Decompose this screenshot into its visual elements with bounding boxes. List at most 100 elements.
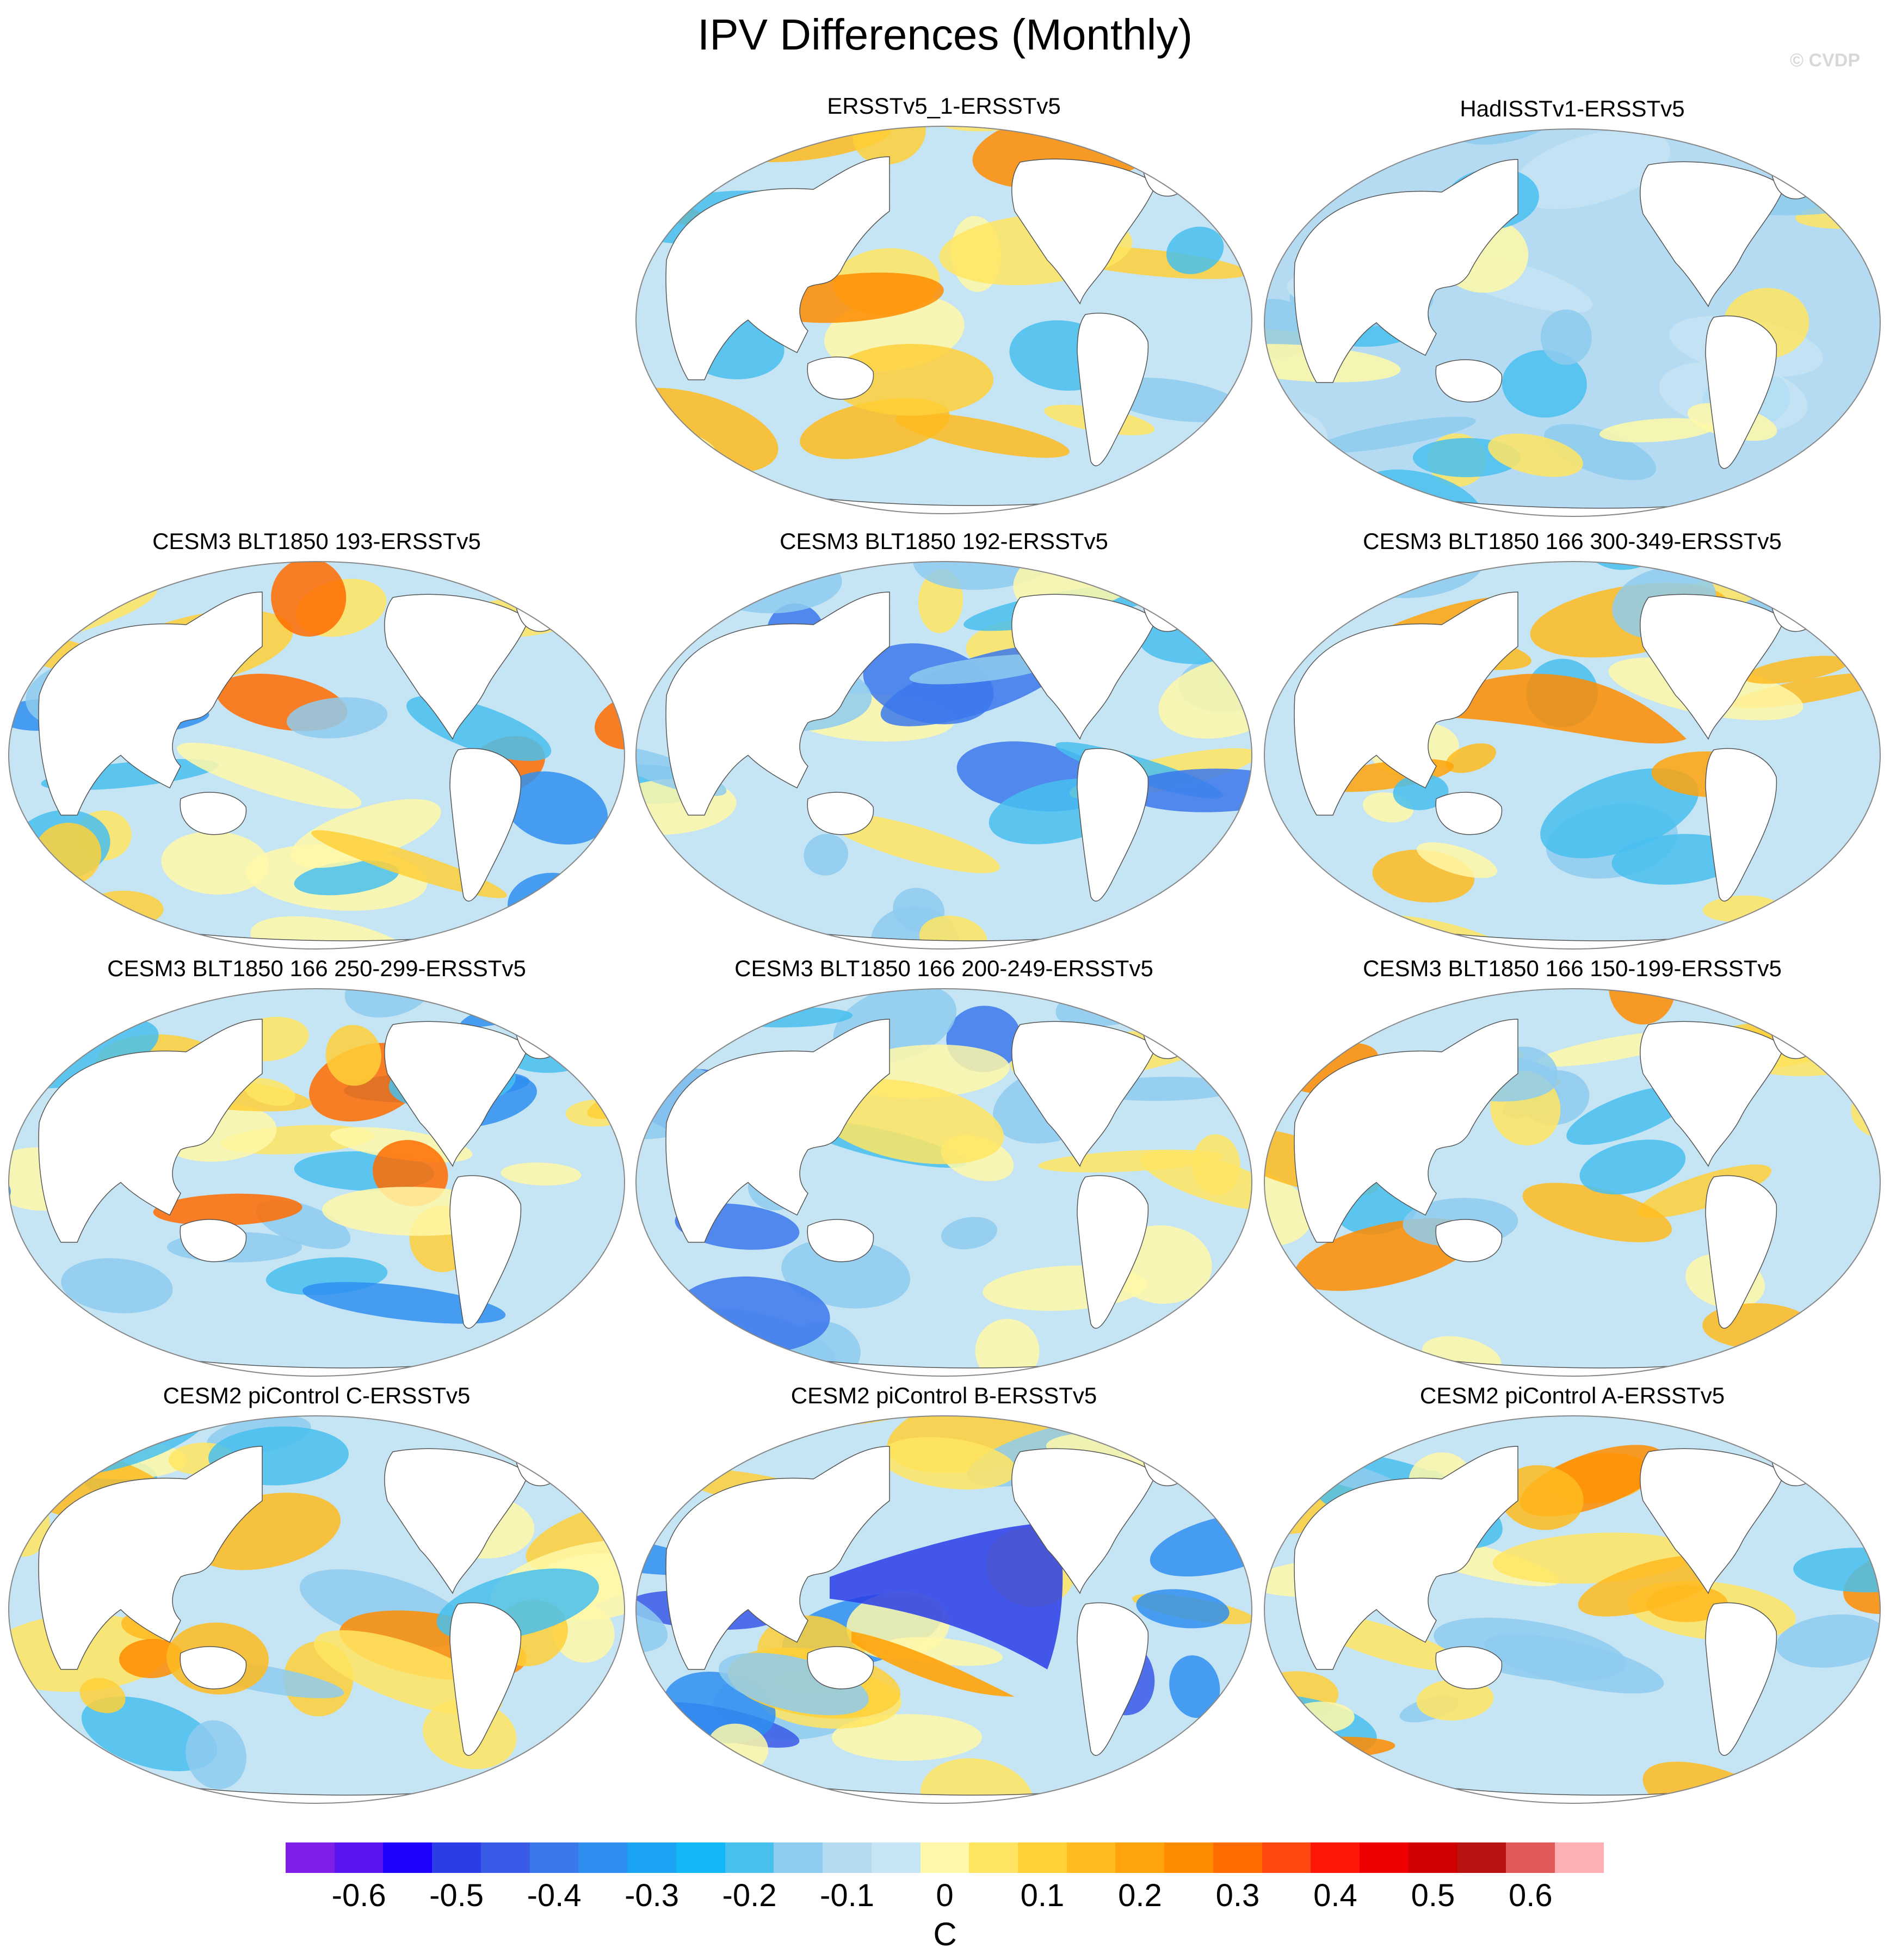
- anomaly-region: [243, 1078, 296, 1106]
- map-plot: [1264, 128, 1881, 517]
- anomaly-region: [1136, 1589, 1230, 1629]
- anomaly-region: [689, 471, 739, 514]
- anomaly-region: [1499, 1465, 1584, 1530]
- landmass: [1077, 1175, 1149, 1329]
- anomaly-region: [450, 938, 604, 949]
- map-panel: CESM3 BLT1850 166 200-249-ERSSTv5: [634, 955, 1254, 1379]
- landmass: [1011, 1021, 1157, 1167]
- colorbar-cell: [920, 1842, 969, 1873]
- map-panel: ERSSTv5_1-ERSSTv5: [634, 93, 1254, 517]
- anomaly-region: [1599, 418, 1716, 442]
- anomaly-region: [636, 428, 666, 486]
- panel-title: CESM3 BLT1850 166 250-299-ERSSTv5: [107, 956, 526, 981]
- anomaly-region: [636, 990, 757, 1033]
- anomaly-region: [271, 562, 347, 637]
- colorbar-cell: [627, 1842, 676, 1873]
- landmass: [1435, 792, 1503, 835]
- anomaly-region: [553, 1429, 625, 1481]
- landmass: [1294, 1446, 1518, 1670]
- map-plot: [1264, 988, 1881, 1377]
- panel-title: CESM2 piControl B-ERSSTv5: [790, 1383, 1097, 1408]
- colorbar-cell: [480, 1842, 530, 1873]
- anomaly-region: [1744, 656, 1849, 684]
- map-plot: [1264, 561, 1881, 951]
- colorbar-tick-label: -0.1: [820, 1878, 874, 1913]
- map-panel: CESM3 BLT1850 166 150-199-ERSSTv5: [1262, 955, 1882, 1379]
- anomaly-region: [1782, 1416, 1849, 1420]
- anomaly-region: [1442, 674, 1687, 744]
- anomaly-region: [1566, 1086, 1691, 1145]
- anomaly-region: [880, 1437, 1017, 1490]
- landmass: [665, 591, 890, 816]
- anomaly-region: [1158, 656, 1252, 739]
- anomaly-region: [1150, 1512, 1252, 1577]
- colorbar-cell: [1066, 1842, 1116, 1873]
- anomaly-region: [1393, 774, 1449, 810]
- anomaly-region: [508, 873, 597, 937]
- map-panel: CESM2 piControl C-ERSSTv5: [7, 1382, 627, 1807]
- landmass: [384, 594, 529, 740]
- map-panel: CESM2 piControl B-ERSSTv5: [634, 1382, 1254, 1807]
- anomaly-region: [1578, 1555, 1724, 1617]
- anomaly-region: [660, 1786, 769, 1803]
- anomaly-region: [1544, 424, 1657, 480]
- anomaly-region: [302, 1282, 506, 1324]
- map-plot: [1264, 1415, 1881, 1804]
- colorbar-cell: [1164, 1842, 1213, 1873]
- colorbar-tick-label: -0.4: [527, 1878, 582, 1913]
- colorbar-tick-label: 0: [936, 1878, 954, 1913]
- colorbar-cell: [774, 1842, 823, 1873]
- landmass: [807, 356, 874, 400]
- anomaly-region: [636, 1534, 707, 1575]
- anomaly-region: [636, 431, 707, 501]
- landmass: [449, 1175, 522, 1329]
- map-border: [8, 1415, 625, 1804]
- anomaly-region: [177, 742, 362, 809]
- panel-title: ERSSTv5_1-ERSSTv5: [827, 93, 1061, 119]
- landmass: [1435, 1219, 1503, 1262]
- anomaly-region: [153, 1193, 302, 1226]
- anomaly-region: [1676, 562, 1811, 563]
- anomaly-region: [250, 916, 423, 949]
- anomaly-region: [472, 1416, 538, 1425]
- map-plot: [8, 561, 625, 950]
- landmass: [807, 1646, 874, 1690]
- anomaly-region: [286, 697, 388, 738]
- anomaly-region: [1484, 1634, 1664, 1694]
- colorbar-cell: [1408, 1842, 1457, 1873]
- map-panel: HadISSTv1-ERSSTv5: [1262, 95, 1882, 520]
- map-border: [635, 126, 1252, 514]
- colorbar-tick-label: 0.4: [1313, 1878, 1357, 1913]
- anomaly-region: [648, 562, 718, 604]
- anomaly-region: [1638, 943, 1746, 951]
- landmass: [384, 1448, 529, 1594]
- anomaly-region: [325, 1025, 381, 1086]
- anomaly-region: [1264, 1767, 1296, 1803]
- map-plot: [635, 126, 1252, 514]
- anomaly-region: [1540, 768, 1699, 859]
- anomaly-region: [1264, 1340, 1422, 1376]
- anomaly-region: [1579, 1139, 1686, 1195]
- map-plot: [635, 988, 1252, 1377]
- anomaly-region: [61, 1258, 173, 1314]
- anomaly-region: [1264, 344, 1401, 383]
- map-border: [635, 988, 1252, 1377]
- colorbar-cell: [1360, 1842, 1409, 1873]
- landmass: [1077, 748, 1149, 902]
- landmass: [1435, 359, 1503, 403]
- map-panel: CESM2 piControl A-ERSSTv5: [1262, 1382, 1882, 1807]
- anomaly-region: [654, 476, 762, 506]
- anomaly-region: [1793, 1548, 1880, 1593]
- anomaly-region: [311, 830, 508, 898]
- landmass: [1011, 158, 1157, 305]
- anomaly-region: [829, 344, 993, 416]
- anomaly-region: [290, 799, 441, 868]
- colorbar-tick-label: -0.3: [625, 1878, 680, 1913]
- panel-title: HadISSTv1-ERSSTv5: [1460, 96, 1685, 121]
- colorbar-cell: [286, 1842, 335, 1873]
- colorbar-cell: [1506, 1842, 1555, 1873]
- panel-title: CESM3 BLT1850 166 150-199-ERSSTv5: [1363, 956, 1782, 981]
- colorbar-cell: [1018, 1842, 1067, 1873]
- anomaly-region: [851, 1631, 1015, 1697]
- landmass: [1011, 1448, 1157, 1594]
